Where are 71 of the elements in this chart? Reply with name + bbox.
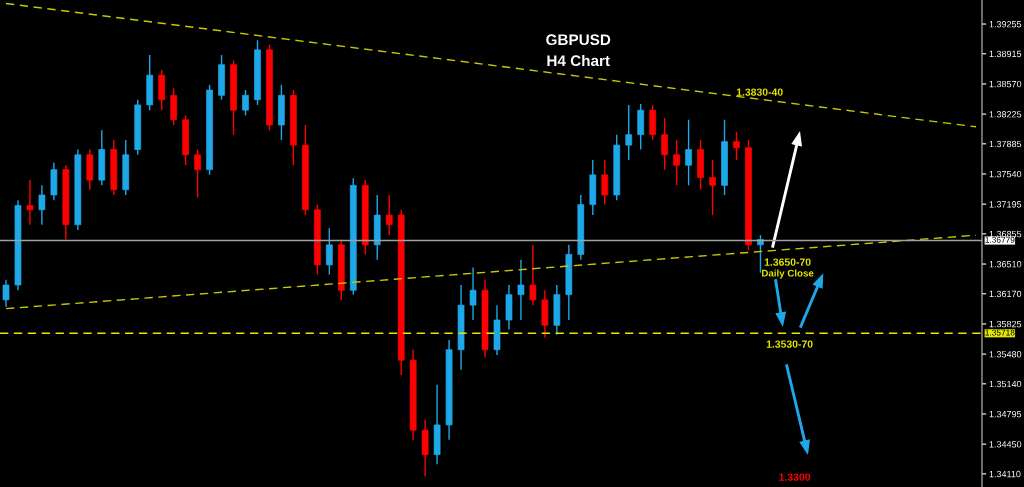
candlestick <box>278 84 285 141</box>
candlestick <box>445 339 453 441</box>
candlestick <box>302 124 309 216</box>
candlestick <box>62 164 70 241</box>
y-tick-label: 1.36510 <box>989 261 1022 268</box>
candlestick <box>613 133 621 201</box>
candlestick <box>14 199 22 291</box>
candlestick <box>182 114 189 166</box>
y-tick-label: 1.38570 <box>989 80 1022 88</box>
candlestick <box>433 384 441 465</box>
candlestick <box>194 148 201 199</box>
candlestick <box>589 159 597 216</box>
ref-line-label: 1.35718 <box>985 329 1015 336</box>
candlestick <box>242 89 249 117</box>
candlestick <box>290 89 297 166</box>
candlestick <box>721 119 728 196</box>
y-tick-label: 1.35825 <box>989 320 1022 328</box>
text: H4 Chart <box>547 54 610 67</box>
y-tick-label: 1.36170 <box>989 290 1022 298</box>
candlestick <box>134 98 142 156</box>
annotation: 1.3830-40 <box>736 88 783 96</box>
candlestick <box>385 194 393 236</box>
y-tick-label: 1.37885 <box>989 140 1022 148</box>
annotation: 1.3650-70 <box>764 258 811 266</box>
candlestick <box>457 284 465 371</box>
y-tick-label: 1.38225 <box>989 111 1022 118</box>
candlestick <box>98 129 106 187</box>
y-tick-label: 1.35480 <box>989 351 1022 358</box>
ref-line-label: 1.36779 <box>985 236 1015 243</box>
candlestick <box>697 139 704 191</box>
text: GBPUSD <box>546 34 611 46</box>
annotation: Daily Close <box>762 269 814 279</box>
candlestick <box>38 184 46 226</box>
candlestick <box>122 139 130 196</box>
candlestick <box>529 244 537 306</box>
candlestick <box>2 279 10 308</box>
candlestick <box>325 227 333 276</box>
annotation: 1.3300 <box>779 473 811 481</box>
candlestick <box>601 159 609 206</box>
candlestick <box>50 161 58 201</box>
y-tick-label: 1.37540 <box>989 170 1022 178</box>
candlestick <box>26 179 34 226</box>
y-tick-label: 1.34450 <box>989 441 1022 448</box>
candlestick <box>505 284 513 331</box>
y-tick-label: 1.35140 <box>989 380 1022 388</box>
candlestick <box>493 304 501 356</box>
candlestick <box>314 203 321 276</box>
candlestick <box>146 54 154 111</box>
candlestick <box>110 139 118 196</box>
annotation: 1.3530-70 <box>766 340 813 348</box>
candlestick <box>206 84 213 176</box>
candlestick <box>517 258 525 321</box>
candlestick <box>541 289 549 339</box>
candlestick <box>673 139 680 187</box>
candlestick <box>230 59 237 136</box>
candlestick <box>685 119 692 187</box>
candlestick <box>553 284 561 336</box>
y-tick-label: 1.36855 <box>989 230 1022 238</box>
candlestick <box>218 54 225 101</box>
y-tick-label: 1.38915 <box>989 50 1022 58</box>
candlestick <box>254 39 261 106</box>
candlestick <box>661 117 668 171</box>
candlestick <box>266 43 273 131</box>
y-tick-label: 1.34795 <box>989 410 1022 418</box>
y-tick-label: 1.39255 <box>989 21 1022 28</box>
y-tick-label: 1.34110 <box>989 470 1021 478</box>
y-tick-label: 1.37195 <box>989 201 1022 208</box>
candlestick <box>469 266 477 321</box>
candlestick <box>709 159 716 216</box>
candlestick <box>625 104 633 161</box>
candlestick <box>733 131 740 161</box>
